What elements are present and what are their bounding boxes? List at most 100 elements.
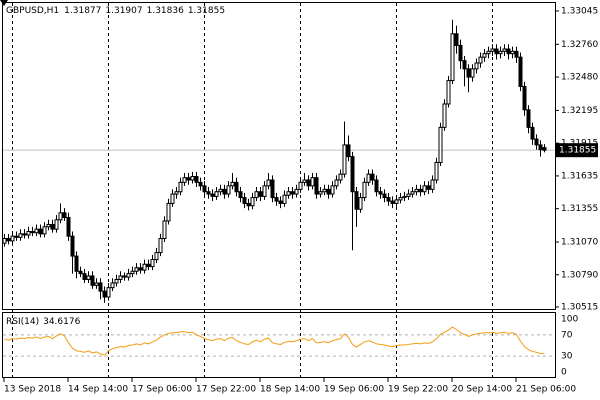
- candle-body: [542, 147, 547, 151]
- candle-body: [438, 126, 443, 163]
- candle-body: [506, 48, 511, 55]
- candle-body: [302, 179, 307, 183]
- candle-body: [378, 191, 383, 195]
- candle-body: [58, 212, 63, 221]
- candle-body: [266, 179, 271, 187]
- candle-body: [474, 62, 479, 70]
- candle-body: [14, 235, 19, 238]
- candle-body: [434, 161, 439, 181]
- candle-body: [194, 176, 199, 183]
- candle-body: [2, 238, 7, 244]
- x-tick-label: 20 Sep 14:00: [452, 385, 512, 395]
- candle-body: [538, 144, 543, 151]
- candle-body: [274, 197, 279, 202]
- candle-body: [418, 188, 423, 193]
- x-tick-label: 14 Sep 14:00: [68, 385, 128, 395]
- candle-body: [326, 188, 331, 195]
- candle-body: [238, 191, 243, 199]
- candle-body: [362, 181, 367, 199]
- candle-body: [430, 179, 435, 190]
- candle-body: [482, 53, 487, 58]
- candle-body: [82, 273, 87, 280]
- candle-body: [494, 48, 499, 55]
- candle-body: [162, 220, 167, 240]
- candle-body: [98, 282, 103, 292]
- candle-body: [210, 193, 215, 197]
- candle-body: [134, 267, 139, 272]
- candle-body: [330, 185, 335, 195]
- candle-body: [186, 177, 191, 181]
- candle-body: [246, 202, 251, 207]
- main-panel: [2, 2, 556, 310]
- candle-body: [526, 109, 531, 128]
- candle-body: [270, 179, 275, 199]
- candle-body: [198, 181, 203, 187]
- candle-body: [66, 216, 71, 237]
- candle-body: [218, 188, 223, 193]
- x-tick-label: 21 Sep 06:00: [516, 385, 576, 395]
- candle-body: [534, 138, 539, 146]
- candle-body: [498, 50, 503, 55]
- candle-body: [26, 230, 31, 236]
- candle-body: [250, 197, 255, 207]
- price-label-box: [556, 143, 598, 158]
- x-tick-label: 19 Sep 22:00: [388, 385, 448, 395]
- candle-body: [106, 287, 111, 298]
- y-tick-label: 1.31635: [561, 171, 598, 181]
- candle-body: [486, 50, 491, 55]
- candle-body: [230, 181, 235, 187]
- candle-body: [90, 275, 95, 286]
- candle-body: [410, 191, 415, 195]
- candle-body: [170, 193, 175, 204]
- indicator-tick-label: 100: [561, 315, 578, 325]
- candle-body: [190, 176, 195, 181]
- y-tick-label: 1.33045: [561, 6, 598, 16]
- price-label-text: 1.31855: [559, 146, 596, 156]
- candle-body: [442, 103, 447, 128]
- indicator-tick-label: 30: [561, 352, 573, 362]
- y-tick-label: 1.31355: [561, 204, 598, 214]
- candle-body: [346, 144, 351, 158]
- candle-body: [450, 33, 455, 82]
- candle-body: [298, 181, 303, 190]
- candle-body: [214, 191, 219, 197]
- candle-body: [278, 200, 283, 204]
- candle-body: [54, 219, 59, 230]
- candle-body: [138, 267, 143, 271]
- candle-body: [182, 177, 187, 183]
- candle-body: [318, 191, 323, 195]
- candle-body: [242, 197, 247, 204]
- indicator-header: RSI(14) 34.6176: [6, 317, 81, 327]
- candle-body: [458, 44, 463, 62]
- candle-body: [74, 255, 79, 272]
- x-tick-label: 19 Sep 06:00: [324, 385, 384, 395]
- candle-body: [490, 48, 495, 52]
- candle-body: [126, 273, 131, 278]
- low: 1.31836: [147, 6, 184, 16]
- x-tick-label: 17 Sep 22:00: [196, 385, 256, 395]
- candle-body: [454, 33, 459, 46]
- candle-body: [30, 230, 35, 234]
- candle-body: [282, 194, 287, 204]
- candle-body: [402, 195, 407, 199]
- candle-body: [286, 191, 291, 196]
- chart-header: GBPUSD,H1 1.31877 1.31907 1.31836 1.31855: [6, 6, 225, 16]
- candle-body: [422, 185, 427, 193]
- candle-body: [522, 85, 527, 111]
- candle-body: [518, 56, 523, 87]
- candle-body: [370, 173, 375, 181]
- candle-body: [390, 200, 395, 204]
- candle-body: [258, 191, 263, 197]
- close: 1.31855: [188, 6, 225, 16]
- candle-body: [510, 50, 515, 55]
- indicator-panel: [2, 312, 556, 378]
- candle-body: [426, 185, 431, 190]
- candle-body: [414, 188, 419, 193]
- candle-body: [466, 68, 471, 78]
- indicator-tick-label: 0: [561, 368, 567, 378]
- candle-body: [110, 282, 115, 289]
- candle-body: [446, 80, 451, 105]
- y-tick-label: 1.32480: [561, 73, 598, 83]
- candle-body: [154, 252, 159, 261]
